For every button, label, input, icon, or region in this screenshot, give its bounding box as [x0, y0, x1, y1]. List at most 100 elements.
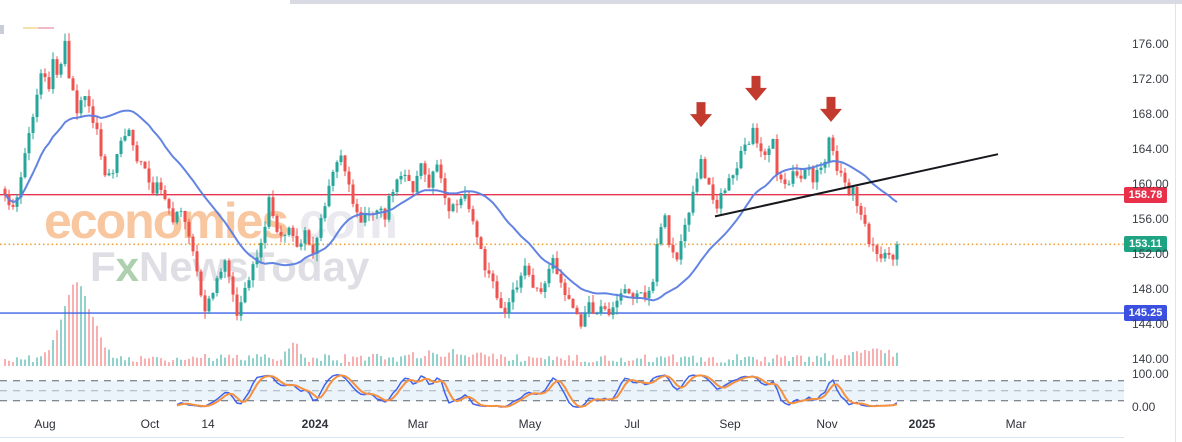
volume-bar: [416, 358, 418, 366]
down-arrow-marker[interactable]: [820, 96, 842, 122]
candle-body: [839, 170, 843, 173]
time-tick-label: Sep: [719, 417, 741, 431]
candle-body: [387, 196, 391, 220]
candle-body: [263, 226, 267, 243]
candle-body: [203, 295, 207, 312]
volume-bar: [276, 360, 278, 366]
candle-body: [639, 292, 643, 294]
volume-bar: [528, 356, 530, 366]
candle-body: [111, 173, 115, 174]
volume-bar: [780, 357, 782, 366]
candle-body: [599, 306, 603, 314]
volume-bar: [436, 354, 438, 366]
volume-bar: [452, 349, 454, 366]
volume-bar: [652, 362, 654, 366]
volume-bar: [228, 354, 230, 366]
candle-body: [651, 281, 655, 291]
candle-body: [563, 282, 567, 296]
volume-bar: [840, 359, 842, 366]
volume-bar: [880, 350, 882, 366]
candle-body: [479, 237, 483, 250]
candle-body: [131, 129, 135, 146]
time-tick-label: Oct: [140, 417, 160, 431]
candle-body: [235, 294, 239, 316]
volume-bar: [256, 354, 258, 366]
volume-bar: [36, 357, 38, 366]
volume-bar: [696, 362, 698, 366]
volume-bar: [576, 354, 578, 366]
volume-bar: [420, 358, 422, 366]
candle-body: [431, 171, 435, 188]
volume-bar: [152, 356, 154, 366]
volume-bar: [860, 352, 862, 366]
volume-bar: [388, 357, 390, 366]
horizontal-scrollbar[interactable]: [290, 0, 1182, 4]
candle-body: [79, 100, 83, 114]
candle-body: [779, 174, 783, 180]
candle-body: [451, 204, 455, 212]
candle-body: [275, 216, 279, 232]
candle-body: [211, 293, 215, 299]
candle-body: [759, 143, 763, 152]
oscillator-tick-label: 0.00: [1132, 400, 1156, 415]
volume-bar: [212, 361, 214, 366]
candle-body: [531, 274, 535, 288]
candle-body: [195, 251, 199, 272]
candle-body: [91, 106, 95, 123]
candle-body: [179, 211, 183, 212]
candle-body: [11, 205, 15, 207]
volume-bar: [408, 354, 410, 366]
candle-body: [447, 198, 451, 212]
volume-bar: [56, 330, 58, 366]
candle-body: [47, 77, 51, 90]
volume-bar: [304, 357, 306, 366]
candle-body: [363, 214, 367, 223]
candle-body: [23, 153, 27, 178]
time-tick-label: Mar: [407, 417, 429, 431]
volume-bar: [564, 360, 566, 366]
volume-bar: [672, 354, 674, 366]
candle-body: [103, 156, 107, 176]
candle-body: [691, 191, 695, 213]
candle-body: [723, 190, 727, 193]
volume-bar: [404, 355, 406, 366]
candle-body: [619, 293, 623, 301]
volume-bar: [164, 360, 166, 366]
volume-bar: [456, 354, 458, 366]
candle-body: [219, 271, 223, 279]
volume-bar: [48, 350, 50, 366]
candle-body: [51, 59, 55, 90]
candle-body: [763, 151, 767, 155]
down-arrow-marker[interactable]: [745, 75, 767, 101]
candle-body: [603, 306, 607, 309]
volume-bar: [492, 353, 494, 366]
candle-body: [595, 313, 599, 315]
volume-bar: [856, 351, 858, 366]
down-arrow-marker[interactable]: [690, 102, 712, 128]
candle-body: [403, 174, 407, 176]
volume-bar: [864, 350, 866, 366]
candle-body: [867, 223, 871, 245]
volume-bar: [624, 362, 626, 366]
candle-body: [355, 203, 359, 213]
trendline[interactable]: [714, 153, 999, 218]
moving-average-line[interactable]: [4, 109, 898, 302]
volume-bar: [12, 362, 14, 366]
candle-body: [791, 171, 795, 184]
candle-body: [379, 208, 383, 211]
volume-bar: [704, 361, 706, 366]
price-tick-label: 148.00: [1132, 282, 1169, 296]
candle-body: [551, 258, 555, 269]
candle-body: [747, 143, 751, 145]
candle-body: [627, 289, 631, 294]
candle-body: [107, 173, 111, 176]
candle-body: [879, 254, 883, 259]
volume-bar: [600, 356, 602, 366]
volume-bar: [16, 357, 18, 366]
candle-body: [323, 206, 327, 219]
candle-body: [299, 243, 303, 247]
candle-body: [143, 161, 147, 169]
volume-bar: [312, 357, 314, 366]
candle-body: [663, 215, 667, 228]
